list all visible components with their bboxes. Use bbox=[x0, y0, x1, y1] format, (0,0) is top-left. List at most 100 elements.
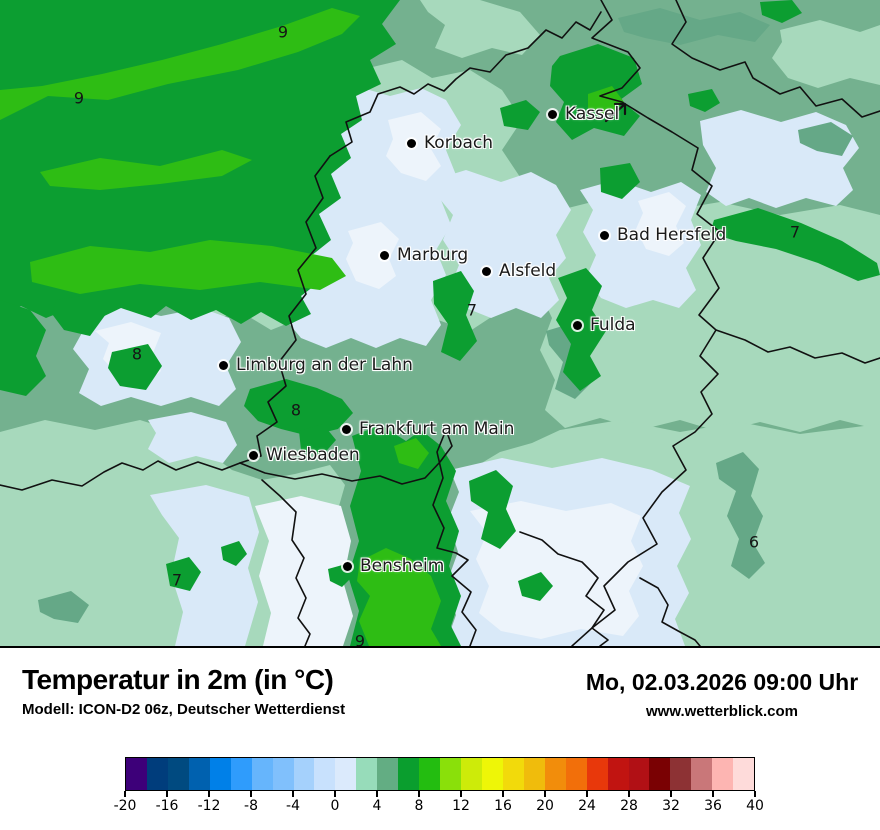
colorbar-tick bbox=[544, 791, 546, 797]
colorbar-segment bbox=[251, 758, 273, 790]
colorbar-tick-label: -4 bbox=[286, 798, 300, 814]
colorbar-segment bbox=[544, 758, 566, 790]
city-label: Fulda bbox=[590, 315, 636, 335]
colorbar-tick-label: 0 bbox=[330, 798, 340, 814]
colorbar-tick-label: -8 bbox=[244, 798, 258, 814]
city-marker-limburg-an-der-lahn: Limburg an der Lahn bbox=[219, 355, 413, 375]
colorbar-segment bbox=[712, 758, 734, 790]
city-marker-frankfurt-am-main: Frankfurt am Main bbox=[342, 419, 514, 439]
colorbar-segment bbox=[607, 758, 629, 790]
colorbar-tick bbox=[166, 791, 168, 797]
colorbar-tick bbox=[628, 791, 630, 797]
colorbar-tick-label: 4 bbox=[372, 798, 382, 814]
colorbar-segment bbox=[440, 758, 461, 790]
city-dot bbox=[249, 450, 258, 460]
colorbar-segment bbox=[272, 758, 294, 790]
contour-label: 7 bbox=[171, 570, 183, 590]
colorbar-segment bbox=[502, 758, 524, 790]
city-dot bbox=[343, 561, 352, 571]
contour-label: 8 bbox=[290, 400, 302, 420]
colorbar-segment bbox=[356, 758, 378, 790]
city-dot bbox=[573, 320, 582, 330]
colorbar-tick-label: 16 bbox=[494, 798, 512, 814]
colorbar-tick bbox=[124, 791, 126, 797]
colorbar-tick-label: 20 bbox=[536, 798, 554, 814]
city-label: Frankfurt am Main bbox=[359, 419, 515, 439]
contour-label: 7 bbox=[466, 300, 478, 320]
colorbar-segment bbox=[209, 758, 231, 790]
colorbar-segment bbox=[398, 758, 420, 790]
city-dot bbox=[342, 424, 351, 434]
website-url: www.wetterblick.com bbox=[646, 703, 798, 720]
colorbar-segment bbox=[565, 758, 587, 790]
city-label: Korbach bbox=[424, 133, 494, 153]
colorbar-tick bbox=[334, 791, 336, 797]
colorbar-tick-label: 12 bbox=[452, 798, 470, 814]
page-title: Temperatur in 2m (in °C) bbox=[22, 664, 334, 695]
colorbar-segment bbox=[230, 758, 252, 790]
city-label: Alsfeld bbox=[499, 261, 557, 281]
model-info: Modell: ICON-D2 06z, Deutscher Wetterdie… bbox=[22, 701, 346, 718]
colorbar-tick-label: 32 bbox=[662, 798, 680, 814]
colorbar-segment bbox=[293, 758, 315, 790]
colorbar-segment bbox=[314, 758, 336, 790]
colorbar-segment bbox=[419, 758, 441, 790]
city-label: Wiesbaden bbox=[266, 445, 360, 465]
colorbar-tick bbox=[586, 791, 588, 797]
city-label: Marburg bbox=[397, 245, 469, 265]
contour-label: 9 bbox=[73, 88, 85, 108]
colorbar-segment bbox=[523, 758, 545, 790]
city-label: Bad Hersfeld bbox=[617, 225, 727, 245]
city-marker-kassel: Kassel bbox=[548, 104, 619, 124]
colorbar-ticks: -20 -16 -12 -8 -4 0 4 8 12 16 20 24 28 32 36 40 bbox=[114, 791, 764, 821]
city-dot bbox=[548, 109, 557, 119]
colorbar-tick bbox=[376, 791, 378, 797]
contour-label: 9 bbox=[354, 631, 366, 648]
colorbar-segment bbox=[167, 758, 189, 790]
colorbar-tick-label: 24 bbox=[578, 798, 596, 814]
colorbar-tick-label: -12 bbox=[197, 798, 221, 814]
colorbar-tick bbox=[250, 791, 252, 797]
colorbar-tick-label: -16 bbox=[155, 798, 179, 814]
colorbar-segment bbox=[628, 758, 650, 790]
colorbar-segment bbox=[461, 758, 482, 790]
temperature-field-art bbox=[0, 0, 880, 646]
city-dot bbox=[380, 250, 389, 260]
colorbar-segment bbox=[126, 758, 147, 790]
city-marker-alsfeld: Alsfeld bbox=[482, 261, 556, 281]
contour-label: 9 bbox=[277, 22, 289, 42]
northeast-arrow-icon bbox=[604, 102, 627, 123]
colorbar-tick bbox=[460, 791, 462, 797]
city-marker-marburg: Marburg bbox=[380, 245, 468, 265]
city-marker-wiesbaden: Wiesbaden bbox=[249, 445, 360, 465]
colorbar-tick-label: 8 bbox=[414, 798, 424, 814]
colorbar-tick bbox=[292, 791, 294, 797]
colorbar-tick bbox=[754, 791, 756, 797]
map-caption-left: Temperatur in 2m (in °C) Modell: ICON-D2… bbox=[22, 664, 345, 718]
colorbar-segment bbox=[691, 758, 713, 790]
colorbar-segment bbox=[481, 758, 503, 790]
forecast-datetime: Mo, 02.03.2026 09:00 Uhr bbox=[585, 669, 859, 695]
colorbar-tick bbox=[502, 791, 504, 797]
colorbar-tick bbox=[712, 791, 714, 797]
colorbar-segments bbox=[125, 757, 755, 791]
colorbar-tick bbox=[670, 791, 672, 797]
city-marker-bad-hersfeld: Bad Hersfeld bbox=[600, 225, 726, 245]
colorbar-segment bbox=[188, 758, 210, 790]
city-marker-korbach: Korbach bbox=[407, 133, 493, 153]
colorbar-segment bbox=[377, 758, 399, 790]
colorbar-tick-label: 40 bbox=[746, 798, 764, 814]
colorbar-segment bbox=[733, 758, 755, 790]
map-caption-right: Mo, 02.03.2026 09:00 Uhr www.wetterblick… bbox=[562, 669, 880, 720]
colorbar-segment bbox=[649, 758, 671, 790]
contour-label: 8 bbox=[131, 344, 143, 364]
city-dot bbox=[482, 266, 491, 276]
colorbar-segment bbox=[335, 758, 357, 790]
temperature-regions bbox=[0, 0, 880, 646]
temperature-map: Kassel Korbach Bad Hersfeld Marburg Alsfeld F… bbox=[0, 0, 880, 648]
contour-label: 7 bbox=[789, 222, 801, 242]
colorbar-tick bbox=[418, 791, 420, 797]
city-label: Limburg an der Lahn bbox=[236, 355, 413, 375]
colorbar-tick-label: 28 bbox=[620, 798, 638, 814]
